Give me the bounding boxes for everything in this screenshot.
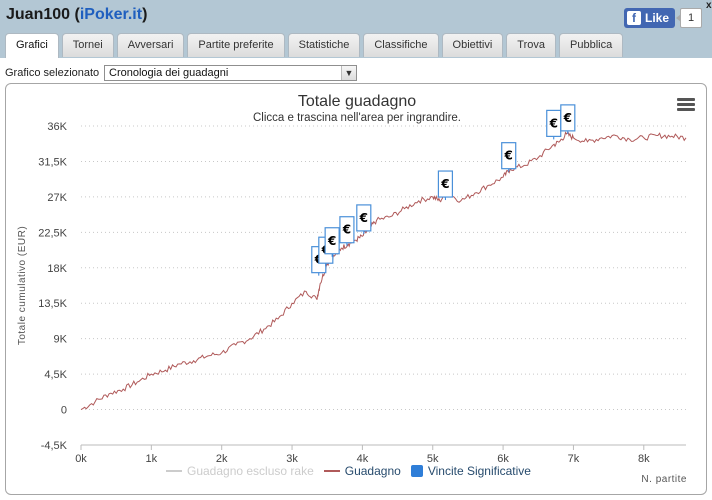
like-label: Like <box>645 11 670 25</box>
y-tick-label: 0 <box>61 405 67 417</box>
x-tick-label: 4k <box>357 453 369 465</box>
legend-symbol <box>410 465 423 477</box>
series-line-guadagno <box>80 131 687 411</box>
euro-flag-icon <box>501 142 517 170</box>
chart-selector[interactable]: Cronologia dei guadagni ▼ <box>104 65 357 81</box>
chart-canvas[interactable]: 36K 31,5K 27K 22,5K 18K 13,5K 9K 4,5K 0 -4,5K 0k 1k… <box>6 84 706 494</box>
tab-grafici[interactable]: Grafici <box>5 33 59 58</box>
tab-avversari[interactable]: Avversari <box>116 33 185 57</box>
chart-selector-value: Cronologia dei guadagni <box>109 67 229 79</box>
close-icon[interactable]: x <box>706 0 712 11</box>
x-tick-label: 3k <box>286 453 298 465</box>
chart-panel[interactable]: 36K 31,5K 27K 22,5K 18K 13,5K 9K 4,5K 0 -4,5K 0k 1k… <box>5 83 707 495</box>
tab-classifiche[interactable]: Classifiche <box>363 33 439 57</box>
legend-label: Guadagno <box>344 464 401 478</box>
facebook-logo-icon: f <box>627 11 641 25</box>
username: Juan100 <box>6 6 71 23</box>
y-tick-label: 31,5K <box>38 156 67 168</box>
euro-flag-icon <box>356 204 372 232</box>
y-tick-label: 36K <box>47 121 67 133</box>
x-tick-label: 7k <box>568 453 580 465</box>
tab-obiettivi[interactable]: Obiettivi <box>441 33 504 57</box>
facebook-like-button[interactable]: f Like <box>624 8 676 28</box>
y-tick-label: 13,5K <box>38 298 67 310</box>
y-tick-label: 27K <box>47 192 67 204</box>
euro-flag-icon <box>437 170 454 198</box>
flag-label: € <box>549 116 558 130</box>
flag-label: € <box>563 111 572 125</box>
legend-item[interactable]: Vincite Significative <box>410 464 531 478</box>
y-tick-label: 18K <box>47 263 67 275</box>
y-tick-label: 22,5K <box>38 227 67 239</box>
euro-flag-icon <box>339 216 355 244</box>
flag-label: € <box>327 234 336 248</box>
chevron-down-icon[interactable]: ▼ <box>341 66 356 80</box>
tab-partite-preferite[interactable]: Partite preferite <box>187 33 285 57</box>
flag-label: € <box>504 149 513 163</box>
flag-label: € <box>440 177 449 191</box>
chart-subtitle: Clicca e trascina nell'area per ingrandi… <box>252 112 462 124</box>
page-title: Juan100 (iPoker.it) <box>6 6 148 23</box>
x-tick-label: 6k <box>497 453 509 465</box>
chart-legend: Guadagno escluso rake Guadagno Vincite Sig… <box>166 464 541 478</box>
x-tick-label: 5k <box>427 453 439 465</box>
y-tick-label: -4,5K <box>41 440 68 452</box>
x-axis-title: N. partite <box>641 474 687 485</box>
legend-symbol <box>323 470 340 472</box>
tab-pubblica[interactable]: Pubblica <box>559 33 624 57</box>
chart-selector-label: Grafico selezionato <box>5 67 100 79</box>
euro-flag-icon <box>324 227 340 255</box>
x-tick-label: 8k <box>638 453 650 465</box>
flag-label: € <box>342 223 351 237</box>
legend-item[interactable]: Guadagno escluso rake <box>166 464 314 478</box>
legend-item[interactable]: Guadagno <box>323 464 401 478</box>
tab-tornei[interactable]: Tornei <box>61 33 114 57</box>
chart-title: Totale guadagno <box>297 93 417 110</box>
site-link[interactable]: iPoker.it <box>79 6 143 23</box>
y-tick-label: 4,5K <box>44 369 67 381</box>
legend-label: Guadagno escluso rake <box>187 464 314 478</box>
y-tick-label: 9K <box>54 334 68 346</box>
legend-label: Vincite Significative <box>427 464 531 478</box>
x-tick-label: 2k <box>216 453 228 465</box>
x-tick-label: 1k <box>146 453 158 465</box>
like-count: 1 <box>676 8 702 28</box>
flag-label: € <box>359 211 368 225</box>
hamburger-menu-icon[interactable] <box>677 98 695 112</box>
tab-trova[interactable]: Trova <box>506 33 557 57</box>
y-axis-title: Totale cumulativo (EUR) <box>17 226 28 345</box>
tab-statistiche[interactable]: Statistiche <box>287 33 361 57</box>
euro-flag-icon <box>560 104 576 132</box>
x-tick-label: 0k <box>75 453 87 465</box>
tab-bar: Grafici Tornei Avversari Partite preferite S… <box>5 33 626 58</box>
legend-symbol <box>166 470 182 472</box>
